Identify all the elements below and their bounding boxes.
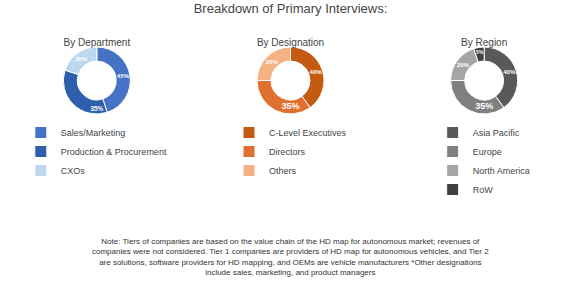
svg-text:Asia Pacific: Asia Pacific [473, 128, 520, 138]
svg-text:40%: 40% [310, 68, 323, 75]
svg-text:North America: North America [473, 166, 530, 176]
svg-text:RoW: RoW [473, 185, 494, 195]
svg-text:C-Level Executives: C-Level Executives [269, 128, 347, 138]
svg-text:5%: 5% [476, 50, 484, 55]
svg-text:35%: 35% [475, 101, 493, 111]
svg-text:By Designation: By Designation [257, 37, 324, 48]
svg-text:By Region: By Region [461, 37, 507, 48]
svg-text:Sales/Marketing: Sales/Marketing [61, 128, 126, 138]
svg-text:25%: 25% [266, 58, 279, 65]
svg-text:40%: 40% [503, 68, 516, 75]
svg-text:CXOs: CXOs [61, 166, 86, 176]
svg-text:35%: 35% [90, 105, 103, 112]
svg-text:20%: 20% [457, 61, 470, 68]
svg-text:20%: 20% [75, 55, 88, 62]
svg-text:By Department: By Department [63, 37, 130, 48]
svg-text:45%: 45% [117, 72, 130, 79]
svg-text:Breakdown of Primary Interview: Breakdown of Primary Interviews: [194, 1, 388, 16]
svg-text:Europe: Europe [473, 147, 502, 157]
svg-text:Production & Procurement: Production & Procurement [61, 147, 167, 157]
svg-text:Directors: Directors [269, 147, 306, 157]
svg-text:Others: Others [269, 166, 297, 176]
svg-text:35%: 35% [281, 101, 299, 111]
svg-text:Note: Tiers of companies are b: Note: Tiers of companies are based on th… [92, 237, 489, 277]
